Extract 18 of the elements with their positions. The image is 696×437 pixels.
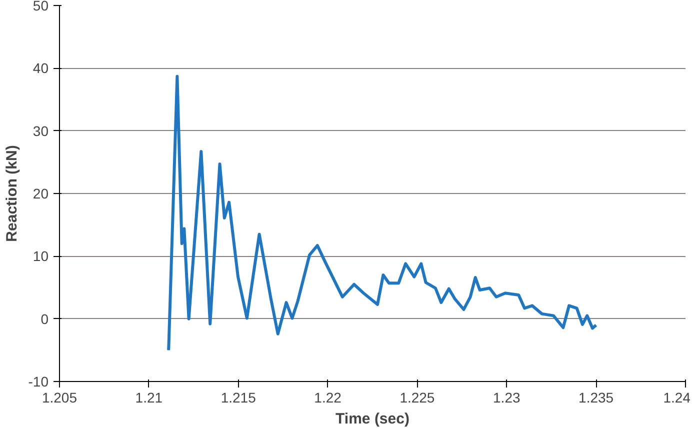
y-tick-label: 0 xyxy=(40,310,49,327)
x-tick-label: 1.24 xyxy=(663,390,691,406)
line-series xyxy=(167,74,598,352)
x-tick-label: 1.215 xyxy=(220,390,256,406)
y-tick-label: 50 xyxy=(32,0,49,14)
y-tick-label: -10 xyxy=(28,374,49,390)
x-tick-label: 1.21 xyxy=(135,390,163,406)
x-tick-label: 1.235 xyxy=(578,390,614,406)
y-tick-label: 40 xyxy=(32,60,49,76)
x-tick-label: 1.23 xyxy=(493,390,520,406)
y-tick-label: 20 xyxy=(32,186,49,202)
y-tick-label: 30 xyxy=(32,122,49,139)
y-tick-label: 10 xyxy=(32,248,49,264)
x-tick-label: 1.205 xyxy=(42,390,78,406)
y-axis-title: Reaction (kN) xyxy=(3,145,20,242)
x-tick-label: 1.22 xyxy=(314,390,342,406)
x-axis-title: Time (sec) xyxy=(336,410,410,428)
x-tick-label: 1.225 xyxy=(400,390,435,406)
